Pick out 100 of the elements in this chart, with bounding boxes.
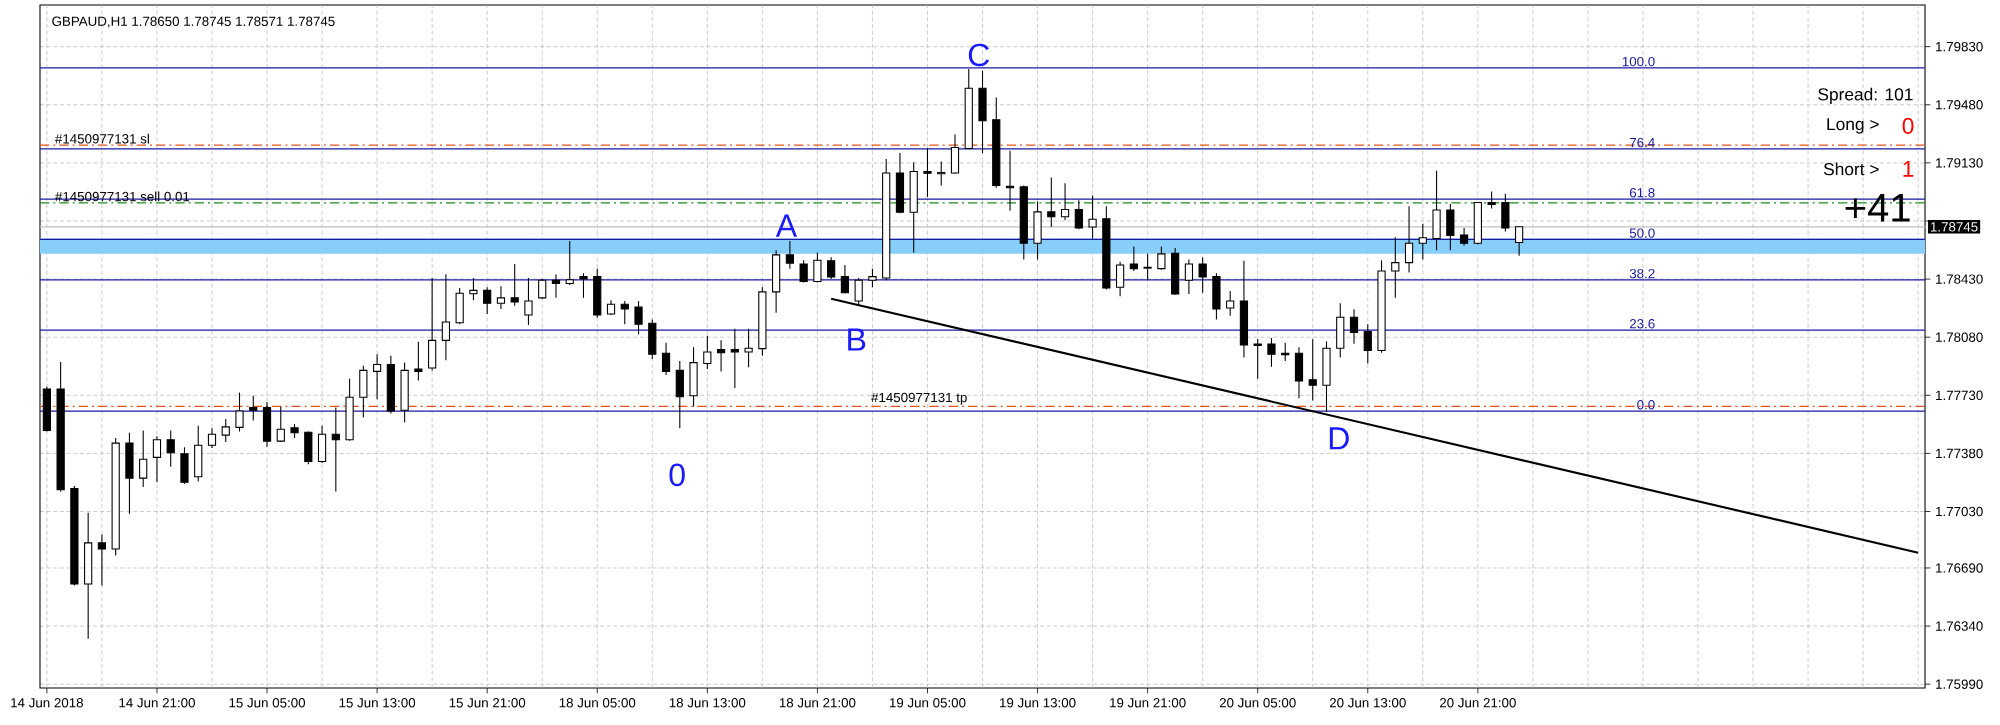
y-tick-label: 1.76690 — [1936, 563, 1983, 573]
x-tick-label: 15 Jun 05:00 — [229, 698, 306, 708]
candlestick — [1253, 338, 1262, 380]
candlestick — [483, 286, 492, 315]
candlestick — [1047, 176, 1056, 228]
x-tick-label: 19 Jun 05:00 — [889, 698, 966, 708]
candlestick — [785, 240, 794, 270]
annotation: +41 — [1845, 194, 1910, 222]
candlestick — [744, 328, 753, 368]
candlestick — [634, 300, 643, 335]
candlestick — [152, 435, 162, 483]
y-tick-label: 1.79830 — [1936, 41, 1983, 52]
candlestick — [249, 395, 258, 421]
candlestick — [1308, 338, 1317, 401]
candlestick — [840, 264, 850, 294]
candlestick — [703, 335, 712, 370]
candlestick — [538, 278, 547, 300]
ref-line-label: #1450977131 tp — [871, 392, 967, 405]
candlestick — [716, 339, 726, 372]
annotation: 50.0 — [1629, 228, 1655, 238]
x-tick-label: 19 Jun 21:00 — [1110, 698, 1186, 708]
candlestick — [1349, 308, 1359, 345]
candlestick — [1363, 323, 1372, 364]
candlestick — [1060, 182, 1070, 221]
annotation: 1 — [1903, 161, 1914, 177]
annotation: 0 — [1902, 117, 1914, 134]
candlestick — [1088, 195, 1097, 240]
candlestick — [799, 259, 808, 284]
ref-line-label: #1450977131 sl — [55, 133, 149, 144]
candlestick — [565, 240, 574, 286]
candlestick — [730, 328, 739, 389]
candlestick — [827, 256, 836, 280]
y-tick-label: 1.75990 — [1936, 679, 1983, 689]
candlestick — [372, 353, 382, 400]
annotation: 100.0 — [1622, 56, 1655, 67]
annotation: 61.8 — [1629, 188, 1655, 198]
candlestick — [813, 251, 822, 284]
y-tick-label: 1.79480 — [1936, 100, 1983, 110]
annotation: 0 — [669, 463, 685, 487]
candlestick — [1198, 256, 1207, 294]
annotation: C — [968, 43, 990, 67]
annotation: 23.6 — [1629, 319, 1655, 329]
candlestick — [923, 147, 932, 198]
candlestick — [496, 285, 506, 310]
candlestick — [1226, 290, 1235, 317]
x-tick-label: 14 Jun 2018 — [11, 698, 83, 708]
candlestick — [1157, 246, 1166, 271]
candlestick — [97, 534, 107, 587]
y-tick-label: 1.76340 — [1936, 621, 1983, 631]
candlestick — [1391, 236, 1400, 299]
candlestick — [1418, 223, 1427, 261]
candlestick — [551, 274, 561, 299]
annotation: Short > — [1823, 162, 1879, 176]
candlestick — [1404, 205, 1414, 273]
candlestick — [166, 429, 175, 468]
candlestick — [1115, 261, 1125, 297]
candlestick — [139, 429, 148, 488]
candlestick — [868, 268, 877, 288]
candlestick — [1143, 253, 1152, 281]
candlestick — [1267, 337, 1276, 368]
x-tick-label: 14 Jun 21:00 — [119, 698, 195, 708]
annotation: A — [775, 214, 798, 237]
x-tick-label: 20 Jun 05:00 — [1219, 698, 1296, 708]
y-tick-label: 1.78430 — [1936, 274, 1983, 284]
y-tick-label: 1.78080 — [1936, 332, 1983, 342]
x-tick-label: 18 Jun 21:00 — [779, 698, 856, 708]
annotation: 38.2 — [1629, 268, 1655, 279]
candlestick — [1129, 246, 1138, 272]
candlestick — [579, 272, 588, 299]
x-tick-label: 15 Jun 13:00 — [339, 698, 416, 708]
candlestick — [441, 273, 451, 361]
ref-line-label: 1.78745 — [1930, 222, 1978, 232]
candlestick — [414, 341, 423, 382]
x-tick-label: 20 Jun 21:00 — [1439, 698, 1516, 708]
y-tick-label: 1.77730 — [1936, 390, 1983, 401]
candlestick — [510, 263, 519, 307]
candlestick — [524, 277, 533, 326]
annotation: D — [1329, 427, 1349, 450]
candlestick — [1515, 226, 1524, 257]
candlestick — [235, 392, 244, 433]
candlestick — [469, 277, 478, 301]
x-tick-label: 18 Jun 05:00 — [559, 698, 636, 708]
y-tick-label: 1.77380 — [1936, 448, 1983, 459]
annotation: B — [848, 328, 866, 351]
annotation: Spread: 101 — [1818, 87, 1913, 104]
candlestick — [661, 342, 671, 376]
annotation: Long > — [1827, 118, 1879, 134]
x-tick-label: 18 Jun 13:00 — [669, 698, 746, 708]
y-tick-label: 1.77030 — [1936, 506, 1983, 517]
candlestick — [1184, 258, 1194, 295]
x-tick-label: 20 Jun 13:00 — [1329, 698, 1406, 708]
candlestick — [207, 427, 217, 449]
annotation: 76.4 — [1629, 137, 1655, 148]
text: GBPAUD,H1 1.78650 1.78745 1.78571 1.78745 — [52, 16, 335, 28]
candlestick — [276, 405, 285, 443]
x-tick-label: 15 Jun 21:00 — [449, 698, 526, 708]
x-tick-label: 19 Jun 13:00 — [1000, 698, 1076, 708]
candlestick — [620, 300, 629, 325]
candlestick — [221, 418, 230, 443]
y-tick-label: 1.79130 — [1936, 158, 1983, 168]
